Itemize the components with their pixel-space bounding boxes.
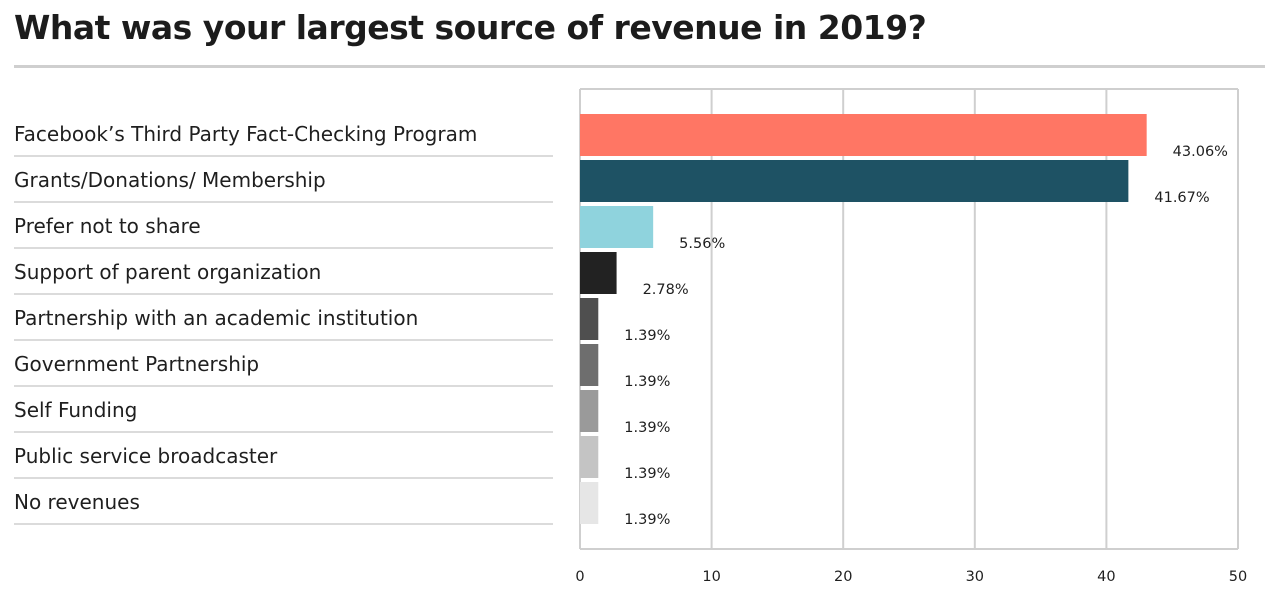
x-tick-label: 40 <box>1097 569 1115 585</box>
value-label: 43.06% <box>1173 144 1228 160</box>
title-divider <box>14 65 1265 68</box>
x-tick-label: 10 <box>702 569 720 585</box>
x-axis-ticks: 0 10 20 30 40 50 <box>575 569 1247 585</box>
category-label: Prefer not to share <box>14 214 201 238</box>
x-tick-label: 50 <box>1229 569 1247 585</box>
category-label: Government Partnership <box>14 352 259 376</box>
category-label: No revenues <box>14 490 140 514</box>
bars <box>580 114 1147 524</box>
category-label: Support of parent organization <box>14 260 321 284</box>
x-tick-label: 30 <box>966 569 984 585</box>
bar <box>580 344 599 386</box>
value-label: 5.56% <box>679 236 725 252</box>
bar <box>580 252 617 294</box>
category-label: Partnership with an academic institution <box>14 306 418 330</box>
category-label: Self Funding <box>14 398 137 422</box>
x-tick-label: 0 <box>575 569 584 585</box>
bar <box>580 160 1129 202</box>
value-label: 2.78% <box>643 282 689 298</box>
bar <box>580 390 599 432</box>
x-tick-label: 20 <box>834 569 852 585</box>
value-label: 1.39% <box>624 420 670 436</box>
bar <box>580 206 654 248</box>
value-labels: 43.06% 41.67% 5.56% 2.78% 1.39% 1.39% 1.39% 1.3… <box>624 144 1228 528</box>
value-label: 1.39% <box>624 374 670 390</box>
bar <box>580 436 599 478</box>
category-label: Public service broadcaster <box>14 444 278 468</box>
value-label: 1.39% <box>624 466 670 482</box>
category-label: Facebook’s Third Party Fact-Checking Pro… <box>14 122 477 146</box>
bar <box>580 298 599 340</box>
chart-title: What was your largest source of revenue … <box>14 8 927 47</box>
value-label: 1.39% <box>624 328 670 344</box>
grid-lines <box>579 88 1239 550</box>
bar <box>580 482 599 524</box>
value-label: 1.39% <box>624 512 670 528</box>
bar <box>580 114 1147 156</box>
category-label: Grants/Donations/ Membership <box>14 168 326 192</box>
value-label: 41.67% <box>1154 190 1209 206</box>
category-rows: Facebook’s Third Party Fact-Checking Pro… <box>14 122 553 525</box>
